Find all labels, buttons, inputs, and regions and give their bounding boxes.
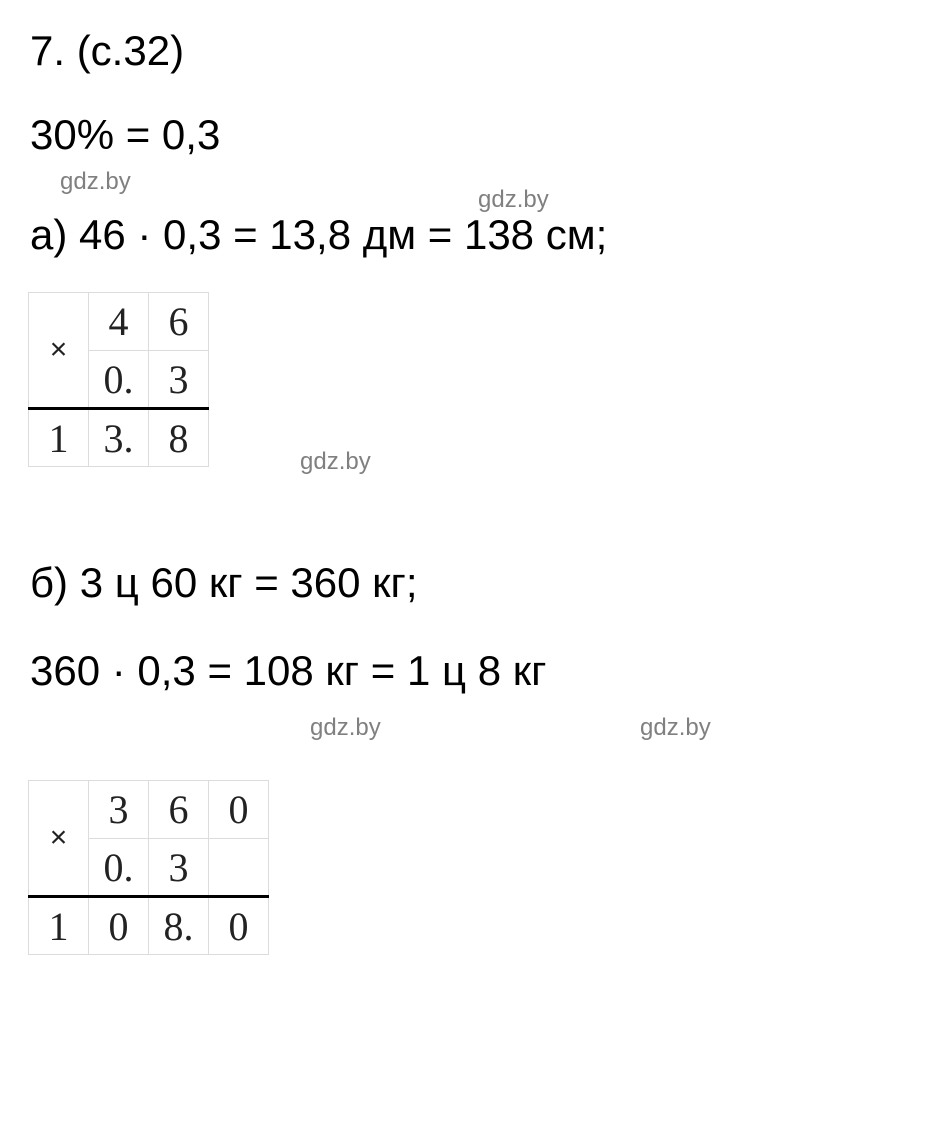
part-b-conversion: б) 3 ц 60 кг = 360 кг; [30,560,418,606]
tbl-cell: 1 [29,409,89,467]
percent-conversion: 30% = 0,3 [30,112,220,158]
tbl-cell: 0 [89,897,149,955]
exercise-number: 7. (с.32) [30,28,184,74]
watermark: gdz.by [60,168,131,196]
watermark: gdz.by [310,714,381,742]
tbl-cell: 8. [149,897,209,955]
tbl-cell: 0 [209,897,269,955]
tbl-cell: 1 [29,897,89,955]
tbl-cell: 0. [89,839,149,897]
multiplication-table-b: × 3 6 0 0. 3 1 0 8. 0 [28,780,269,955]
tbl-cell: 4 [89,293,149,351]
tbl-cell: 3 [89,781,149,839]
multiplication-table-a: × 4 6 0. 3 1 3. 8 [28,292,209,467]
watermark: gdz.by [300,448,371,476]
tbl-cell: 0 [209,781,269,839]
watermark: gdz.by [640,714,711,742]
tbl-cell [209,839,269,897]
multiply-sign: × [29,781,89,897]
tbl-cell: 3. [89,409,149,467]
part-b-equation: 360 · 0,3 = 108 кг = 1 ц 8 кг [30,648,546,694]
watermark: gdz.by [478,186,549,214]
tbl-cell: 3 [149,351,209,409]
tbl-cell: 0. [89,351,149,409]
tbl-cell: 3 [149,839,209,897]
part-a-equation: а) 46 · 0,3 = 13,8 дм = 138 см; [30,212,607,258]
tbl-cell: 8 [149,409,209,467]
multiply-sign: × [29,293,89,409]
tbl-cell: 6 [149,781,209,839]
tbl-cell: 6 [149,293,209,351]
